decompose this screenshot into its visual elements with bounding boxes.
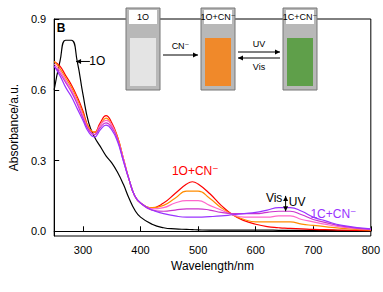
svg-text:0.6: 0.6 [31, 84, 46, 96]
svg-text:0.0: 0.0 [31, 225, 46, 237]
svg-text:1O+CN⁻: 1O+CN⁻ [172, 164, 219, 178]
svg-text:UV: UV [289, 195, 306, 209]
svg-text:B: B [57, 21, 66, 35]
svg-text:1C+CN⁻: 1C+CN⁻ [283, 12, 318, 22]
svg-text:UV: UV [253, 39, 266, 49]
svg-text:700: 700 [304, 244, 322, 256]
svg-text:800: 800 [362, 244, 380, 256]
svg-text:1C+CN⁻: 1C+CN⁻ [310, 207, 356, 221]
svg-text:CN⁻: CN⁻ [172, 41, 190, 51]
svg-text:Vis: Vis [253, 62, 266, 72]
svg-text:500: 500 [189, 244, 207, 256]
svg-text:400: 400 [131, 244, 149, 256]
svg-text:Vis: Vis [266, 191, 282, 205]
svg-text:1O: 1O [137, 12, 149, 22]
svg-text:0.9: 0.9 [31, 13, 46, 25]
svg-text:600: 600 [247, 244, 265, 256]
svg-text:1O: 1O [89, 54, 105, 68]
svg-text:Absorbance/a.u.: Absorbance/a.u. [7, 84, 21, 171]
svg-text:Wavelength/nm: Wavelength/nm [171, 259, 254, 273]
svg-text:0.3: 0.3 [31, 155, 46, 167]
svg-text:1O+CN⁻: 1O+CN⁻ [200, 12, 235, 22]
svg-text:300: 300 [74, 244, 92, 256]
